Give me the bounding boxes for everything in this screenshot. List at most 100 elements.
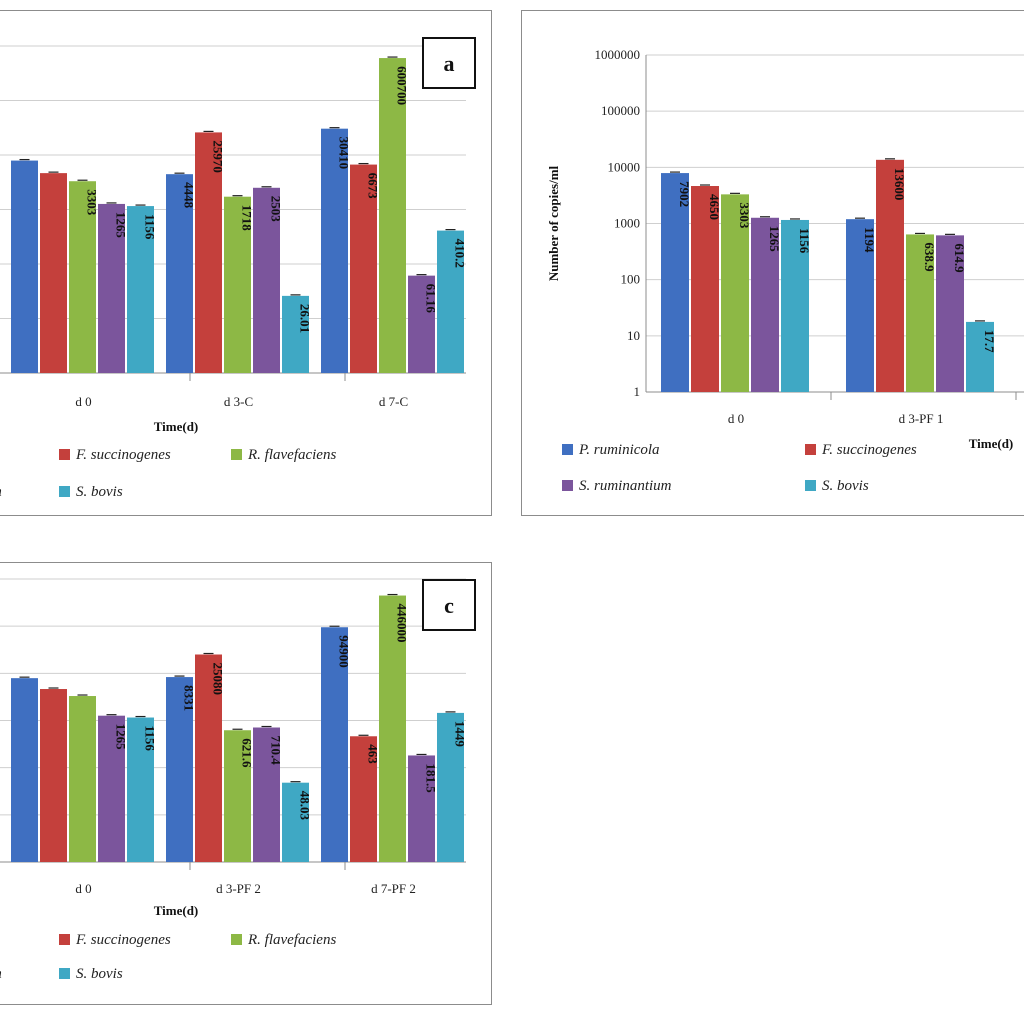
legend-label: S. ruminantium <box>579 478 672 494</box>
panel-tag-box <box>422 37 476 89</box>
data-label: 7902 <box>677 181 692 207</box>
bar <box>350 164 377 373</box>
bar <box>282 782 309 862</box>
data-label: 61.16 <box>424 284 439 314</box>
bar <box>224 196 251 373</box>
x-tick-label: d 3-PF 1 <box>899 411 944 426</box>
bar <box>69 696 96 862</box>
legend-swatch <box>805 480 816 491</box>
data-label: 446000 <box>395 604 410 643</box>
bar <box>936 235 964 392</box>
bar <box>69 181 96 373</box>
data-label: 30410 <box>337 137 352 170</box>
panel-tag: a <box>444 51 455 76</box>
bar <box>98 203 125 373</box>
chart-a: d 0 d 3-C d 7-C 4448 30410 25970 6673 3303 1718 6… <box>0 37 476 500</box>
bar <box>408 755 435 862</box>
legend-swatch <box>231 934 242 945</box>
bar <box>379 58 406 373</box>
bar <box>166 174 193 373</box>
legend-swatch <box>59 968 70 979</box>
data-label: 1194 <box>862 227 877 253</box>
legend-label: S. bovis <box>76 484 123 500</box>
legend-label: F. succinogenes <box>821 442 917 458</box>
bar <box>98 715 125 862</box>
y-tick-label: 1000000 <box>595 47 641 62</box>
panel-tag: c <box>444 593 454 618</box>
bar <box>906 234 934 392</box>
bar <box>661 173 689 392</box>
bar <box>253 187 280 373</box>
bar <box>321 627 348 862</box>
y-axis-title: Number of copies/ml <box>546 165 561 281</box>
data-label: 1156 <box>143 214 158 240</box>
y-tick-label: 1000 <box>614 216 640 231</box>
legend-label: S. bovis <box>76 966 123 982</box>
y-tick-label: 1 <box>634 384 641 399</box>
data-label: 1449 <box>453 721 468 748</box>
legend-swatch <box>59 449 70 460</box>
data-label: 1156 <box>143 726 158 752</box>
bar <box>408 275 435 373</box>
bar <box>40 689 67 862</box>
bar <box>751 217 779 392</box>
bar <box>282 295 309 373</box>
bar <box>321 128 348 373</box>
legend-label: F. succinogenes <box>75 447 171 463</box>
data-label: 181.5 <box>424 763 439 793</box>
legend-label: m <box>0 484 2 500</box>
data-label: 1718 <box>240 205 255 232</box>
data-label: 26.01 <box>298 304 313 333</box>
legend-swatch <box>59 486 70 497</box>
data-label: 614.9 <box>952 243 967 273</box>
x-tick-label: d 3-C <box>224 394 253 409</box>
y-tick-label: 10000 <box>608 159 641 174</box>
data-label: 638.9 <box>922 242 937 272</box>
bar <box>966 321 994 392</box>
data-label: 4448 <box>182 182 197 209</box>
panel-a: d 0 d 3-C d 7-C 4448 30410 25970 6673 3303 1718 6… <box>0 10 492 516</box>
bar <box>437 230 464 373</box>
bar <box>846 219 874 392</box>
chart-b: 1 10 100 1000 10000 100000 1000000 d 0 d 3-PF 1 7… <box>546 47 1024 494</box>
bar <box>781 219 809 392</box>
x-tick-label: d 7-PF 2 <box>371 881 416 896</box>
bar <box>721 194 749 392</box>
legend-swatch <box>562 480 573 491</box>
data-label: 410.2 <box>453 239 468 268</box>
legend-label: R. flavefaciens <box>247 447 336 463</box>
bar <box>379 595 406 862</box>
data-label: 25970 <box>211 140 226 173</box>
data-label: 1265 <box>767 226 782 253</box>
bar <box>195 654 222 862</box>
bar <box>127 206 154 373</box>
x-axis-title: Time(d) <box>154 903 199 918</box>
bar <box>350 736 377 862</box>
bar <box>691 186 719 392</box>
x-tick-label: d 0 <box>728 411 744 426</box>
bar <box>253 727 280 862</box>
legend-label: P. ruminicola <box>578 442 660 458</box>
data-label: 1156 <box>797 228 812 254</box>
panel-c: d 0 d 3-PF 2 d 7-PF 2 8331 94900 25080 463 621.… <box>0 562 492 1005</box>
data-label: 621.6 <box>240 738 255 768</box>
x-tick-label: d 3-PF 2 <box>216 881 261 896</box>
data-label: 3303 <box>85 189 100 216</box>
legend-swatch <box>59 934 70 945</box>
y-tick-label: 100 <box>621 272 641 287</box>
bar <box>40 173 67 373</box>
legend-label: S. bovis <box>822 478 869 494</box>
data-label: 463 <box>366 744 381 764</box>
bar <box>195 132 222 373</box>
data-label: 17.7 <box>982 330 997 353</box>
data-label: 25080 <box>211 662 226 695</box>
bar <box>166 677 193 862</box>
legend-label: F. succinogenes <box>75 932 171 948</box>
bar <box>127 717 154 862</box>
chart-c: d 0 d 3-PF 2 d 7-PF 2 8331 94900 25080 463 621.… <box>0 578 476 982</box>
bar <box>224 730 251 862</box>
y-tick-label: 100000 <box>601 103 640 118</box>
x-tick-label: d 0 <box>75 881 91 896</box>
data-label: 3303 <box>737 202 752 229</box>
data-label: 94900 <box>337 635 352 668</box>
